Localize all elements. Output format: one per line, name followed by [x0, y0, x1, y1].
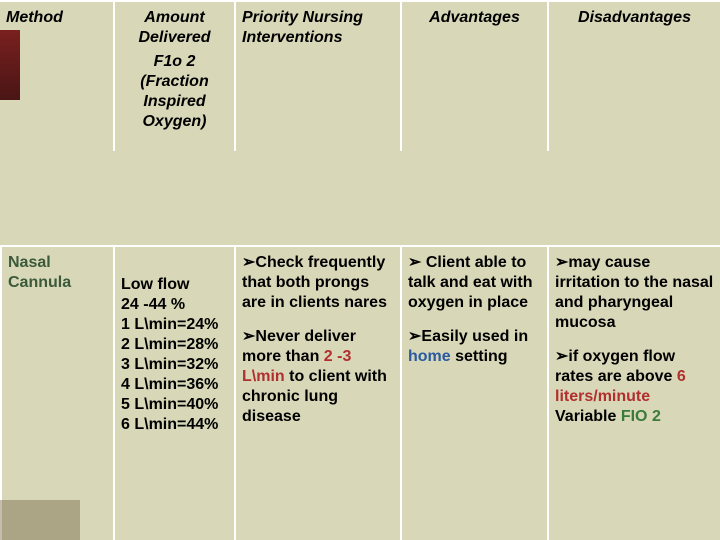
amount-l4: 4 L\min=36%: [121, 375, 228, 395]
header-amount-line2: F1o 2 (Fraction Inspired Oxygen): [121, 52, 228, 132]
dis-b1-text: may cause irritation to the nasal and ph…: [555, 254, 713, 331]
method-label: Nasal Cannula: [8, 253, 107, 293]
bullet-arrow-icon: ➢: [408, 254, 421, 271]
dis-b2-pre: if oxygen flow rates are above: [555, 348, 677, 385]
adv-b2-hl: home: [408, 348, 451, 365]
cell-method: Nasal Cannula: [0, 245, 113, 540]
adv-b1-text: Client able to talk and eat with oxygen …: [408, 254, 532, 311]
header-disadvantages: Disadvantages: [547, 0, 720, 151]
nursing-bullet-2: ➢Never deliver more than 2 -3 L\min to c…: [242, 327, 394, 427]
header-advantages-text: Advantages: [408, 8, 541, 28]
dis-bullet-1: ➢may cause irritation to the nasal and p…: [555, 253, 714, 333]
amount-l2: 2 L\min=28%: [121, 335, 228, 355]
adv-bullet-1: ➢ Client able to talk and eat with oxyge…: [408, 253, 541, 313]
bullet-arrow-icon: ➢: [408, 328, 421, 345]
amount-line1: Low flow: [121, 275, 228, 295]
amount-l3: 3 L\min=32%: [121, 355, 228, 375]
amount-l1: 1 L\min=24%: [121, 315, 228, 335]
amount-l5: 5 L\min=40%: [121, 395, 228, 415]
oxygen-methods-table: Method Amount Delivered F1o 2 (Fraction …: [0, 0, 720, 540]
cell-disadvantages: ➢may cause irritation to the nasal and p…: [547, 245, 720, 540]
cell-nursing: ➢Check frequently that both prongs are i…: [234, 245, 400, 540]
nursing-b1-text: Check frequently that both prongs are in…: [242, 254, 387, 311]
adv-b2-pre: Easily used in: [421, 328, 528, 345]
bullet-arrow-icon: ➢: [555, 348, 568, 365]
amount-line2: 24 -44 %: [121, 295, 228, 315]
header-disadvantages-text: Disadvantages: [555, 8, 714, 28]
bullet-arrow-icon: ➢: [242, 254, 255, 271]
header-amount: Amount Delivered F1o 2 (Fraction Inspire…: [113, 0, 234, 151]
header-method-text: Method: [6, 8, 107, 28]
adv-b2-post: setting: [451, 348, 508, 365]
corner-decoration: [0, 500, 80, 540]
adv-bullet-2: ➢Easily used in home setting: [408, 327, 541, 367]
header-advantages: Advantages: [400, 0, 547, 151]
bullet-arrow-icon: ➢: [242, 328, 255, 345]
dis-bullet-2: ➢if oxygen flow rates are above 6 liters…: [555, 347, 714, 427]
accent-bar: [0, 30, 20, 100]
dis-b2-hl2: FIO 2: [621, 408, 661, 425]
bullet-arrow-icon: ➢: [555, 254, 568, 271]
amount-l6: 6 L\min=44%: [121, 415, 228, 435]
header-amount-line1: Amount Delivered: [121, 8, 228, 48]
cell-amount: Low flow 24 -44 % 1 L\min=24% 2 L\min=28…: [113, 245, 234, 540]
header-nursing: Priority Nursing Interventions: [234, 0, 400, 151]
header-nursing-text: Priority Nursing Interventions: [242, 8, 394, 48]
dis-b2-post: Variable: [555, 408, 621, 425]
cell-advantages: ➢ Client able to talk and eat with oxyge…: [400, 245, 547, 540]
nursing-bullet-1: ➢Check frequently that both prongs are i…: [242, 253, 394, 313]
